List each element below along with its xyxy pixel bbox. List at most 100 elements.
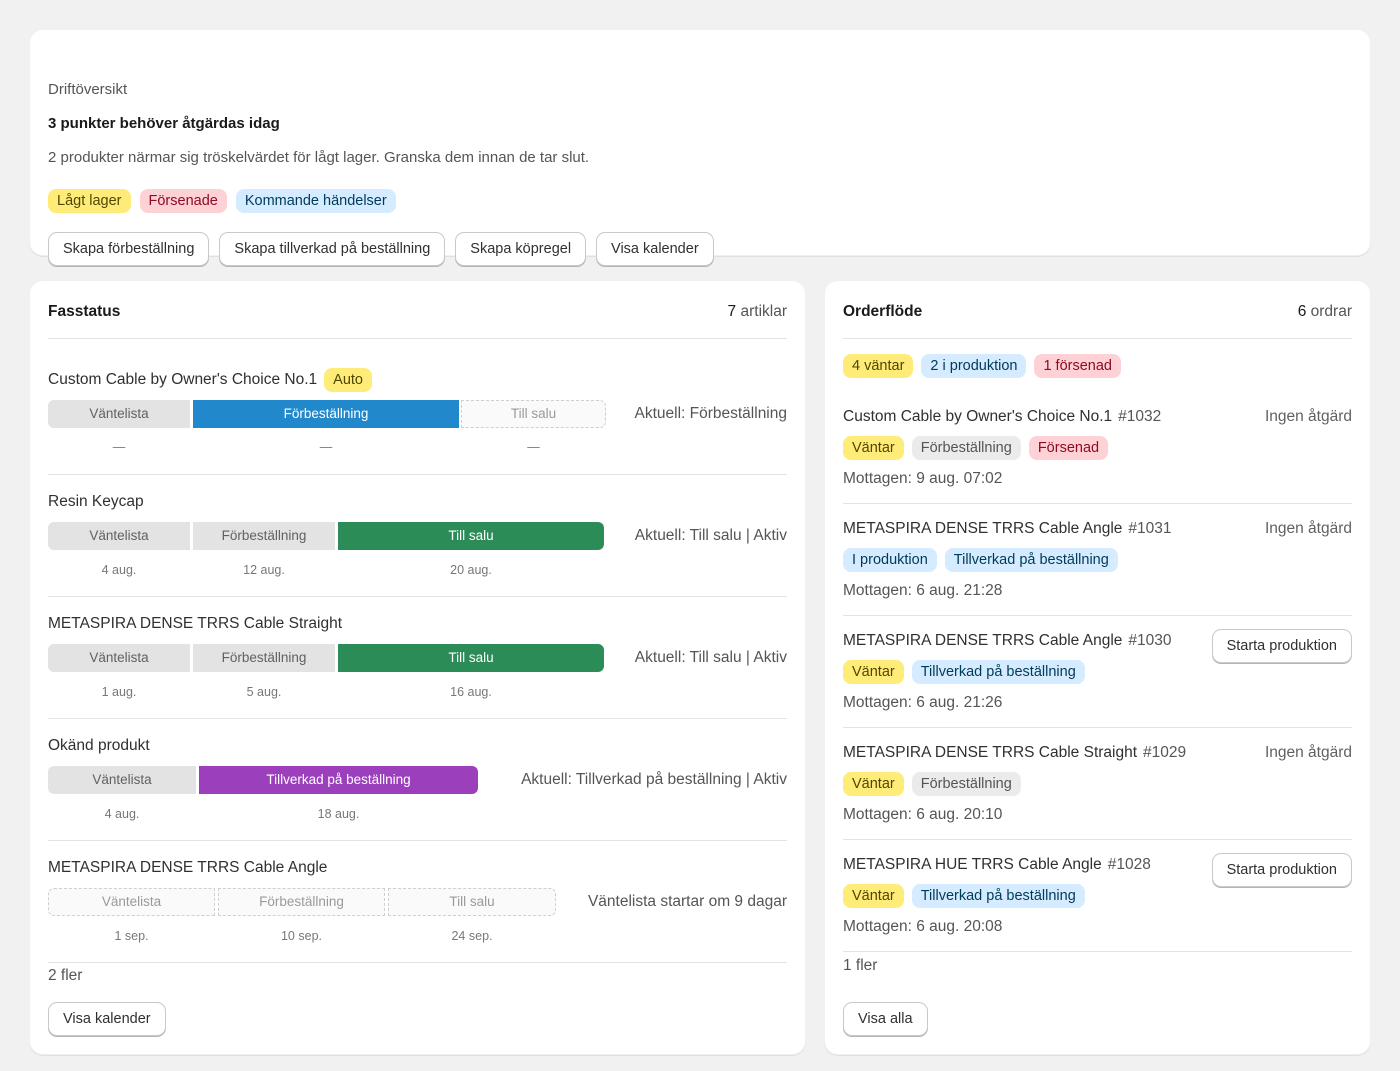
badge-low-stock[interactable]: Lågt lager bbox=[48, 189, 131, 213]
phase-segment-waitlist: Väntelista bbox=[48, 522, 190, 550]
order-product-name: METASPIRA DENSE TRRS Cable Straight bbox=[843, 744, 1138, 761]
phase-segment-made-to-order: Tillverkad på beställning bbox=[199, 766, 478, 794]
status-badge-waiting: Väntar bbox=[843, 884, 904, 908]
divider bbox=[48, 718, 787, 719]
view-calendar-button[interactable]: Visa kalender bbox=[48, 1002, 166, 1036]
phase-segment-preorder: Förbeställning bbox=[193, 644, 335, 672]
current-phase: Aktuell: Till salu | Aktiv bbox=[634, 527, 787, 544]
divider bbox=[843, 839, 1352, 840]
phase-segment-preorder: Förbeställning bbox=[193, 522, 335, 550]
product-name: METASPIRA DENSE TRRS Cable Angle bbox=[48, 859, 328, 876]
phase-segment-for-sale: Till salu bbox=[461, 400, 606, 428]
status-badge-made-to-order: Tillverkad på beställning bbox=[911, 660, 1085, 684]
phase-segment-waitlist: Väntelista bbox=[48, 400, 190, 428]
overview-badges: Lågt lager Försenade Kommande händelser bbox=[48, 189, 396, 213]
auto-badge: Auto bbox=[324, 368, 372, 392]
badge-upcoming-events[interactable]: Kommande händelser bbox=[235, 189, 396, 213]
phase-date: — bbox=[527, 440, 540, 454]
divider bbox=[843, 615, 1352, 616]
order-flow-card: Orderflöde 6 ordrar 4 väntar 2 i produkt… bbox=[824, 280, 1371, 1055]
order-action-text: Ingen åtgärd bbox=[1264, 520, 1352, 537]
phase-segment-for-sale: Till salu bbox=[338, 522, 604, 550]
order-received: Mottagen: 6 aug. 20:10 bbox=[843, 806, 1003, 823]
order-flow-title: Orderflöde bbox=[843, 303, 923, 320]
overview-title: 3 punkter behöver åtgärdas idag bbox=[48, 115, 280, 132]
phase-segment-for-sale: Till salu bbox=[338, 644, 604, 672]
phase-date: 1 sep. bbox=[114, 929, 149, 943]
phase-status-title: Fasstatus bbox=[48, 303, 121, 320]
status-badge-delayed: Försenad bbox=[1028, 436, 1109, 460]
order-product-name: METASPIRA DENSE TRRS Cable Angle bbox=[843, 520, 1123, 537]
phase-date: 1 aug. bbox=[101, 685, 137, 699]
order-received: Mottagen: 9 aug. 07:02 bbox=[843, 470, 1003, 487]
create-preorder-button[interactable]: Skapa förbeställning bbox=[48, 232, 210, 266]
order-badges: Väntar Förbeställning Försenad bbox=[843, 436, 1109, 460]
product-row: Okänd produkt bbox=[48, 737, 150, 755]
product-row: Resin Keycap bbox=[48, 493, 144, 511]
phase-date: 10 sep. bbox=[280, 929, 322, 943]
phase-date: 4 aug. bbox=[101, 563, 137, 577]
waiting-count-badge[interactable]: 4 väntar bbox=[843, 354, 914, 378]
phase-segment-waitlist: Väntelista bbox=[48, 766, 196, 794]
phase-status-card: Fasstatus 7 artiklar Custom Cable by Own… bbox=[29, 280, 806, 1055]
order-number: #1031 bbox=[1128, 520, 1172, 537]
divider bbox=[48, 962, 787, 963]
phase-date: — bbox=[112, 440, 126, 454]
product-name: METASPIRA DENSE TRRS Cable Straight bbox=[48, 615, 343, 632]
phase-date: 4 aug. bbox=[104, 807, 140, 821]
phase-segment-waitlist: Väntelista bbox=[48, 888, 215, 916]
order-row[interactable]: METASPIRA DENSE TRRS Cable Straight #1029 bbox=[843, 744, 1186, 762]
order-badges: Väntar Tillverkad på beställning bbox=[843, 660, 1085, 684]
view-calendar-button[interactable]: Visa kalender bbox=[596, 232, 714, 266]
product-row: METASPIRA DENSE TRRS Cable Angle bbox=[48, 859, 327, 877]
start-production-button[interactable]: Starta produktion bbox=[1211, 853, 1352, 887]
start-production-button[interactable]: Starta produktion bbox=[1211, 629, 1352, 663]
divider bbox=[843, 951, 1352, 952]
more-products: 2 fler bbox=[48, 967, 83, 984]
status-badge-waiting: Väntar bbox=[843, 660, 904, 684]
order-product-name: METASPIRA DENSE TRRS Cable Angle bbox=[843, 632, 1123, 649]
status-badge-preorder: Förbeställning bbox=[911, 436, 1021, 460]
create-made-to-order-button[interactable]: Skapa tillverkad på beställning bbox=[219, 232, 446, 266]
phase-segment-preorder: Förbeställning bbox=[218, 888, 385, 916]
order-product-name: Custom Cable by Owner's Choice No.1 bbox=[843, 408, 1113, 425]
product-name: Okänd produkt bbox=[48, 737, 150, 754]
order-flow-count: 6 ordrar bbox=[1297, 303, 1352, 320]
order-action-text: Ingen åtgärd bbox=[1264, 744, 1352, 761]
phase-date: 16 aug. bbox=[450, 685, 492, 699]
delayed-count-badge[interactable]: 1 försenad bbox=[1034, 354, 1121, 378]
order-badges: I produktion Tillverkad på beställning bbox=[843, 548, 1118, 572]
order-row[interactable]: METASPIRA HUE TRRS Cable Angle #1028 bbox=[843, 856, 1151, 874]
in-production-count-badge[interactable]: 2 i produktion bbox=[921, 354, 1027, 378]
divider bbox=[48, 840, 787, 841]
current-phase: Väntelista startar om 9 dagar bbox=[587, 893, 787, 910]
phase-segment-waitlist: Väntelista bbox=[48, 644, 190, 672]
order-received: Mottagen: 6 aug. 20:08 bbox=[843, 918, 1003, 935]
status-badge-in-production: I produktion bbox=[843, 548, 937, 572]
phase-segment-preorder: Förbeställning bbox=[193, 400, 459, 428]
phase-date: 24 sep. bbox=[451, 929, 493, 943]
order-row[interactable]: METASPIRA DENSE TRRS Cable Angle #1030 bbox=[843, 632, 1172, 650]
create-purchase-rule-button[interactable]: Skapa köpregel bbox=[455, 232, 587, 266]
divider bbox=[48, 596, 787, 597]
current-phase: Aktuell: Tillverkad på beställning | Akt… bbox=[521, 771, 787, 788]
overview-card: Driftöversikt 3 punkter behöver åtgärdas… bbox=[29, 29, 1371, 266]
phase-date: — bbox=[319, 440, 333, 454]
order-received: Mottagen: 6 aug. 21:26 bbox=[843, 694, 1003, 711]
overview-actions: Skapa förbeställning Skapa tillverkad på… bbox=[48, 232, 714, 266]
order-row[interactable]: Custom Cable by Owner's Choice No.1 #1032 bbox=[843, 408, 1161, 426]
order-received: Mottagen: 6 aug. 21:28 bbox=[843, 582, 1003, 599]
view-all-button[interactable]: Visa alla bbox=[843, 1002, 928, 1036]
status-badge-made-to-order: Tillverkad på beställning bbox=[944, 548, 1118, 572]
status-badge-made-to-order: Tillverkad på beställning bbox=[911, 884, 1085, 908]
phase-date: 5 aug. bbox=[246, 685, 282, 699]
phase-date: 20 aug. bbox=[450, 563, 492, 577]
current-phase: Aktuell: Till salu | Aktiv bbox=[634, 649, 787, 666]
order-number: #1032 bbox=[1118, 408, 1162, 425]
phase-segment-for-sale: Till salu bbox=[388, 888, 556, 916]
order-number: #1028 bbox=[1107, 856, 1151, 873]
order-row[interactable]: METASPIRA DENSE TRRS Cable Angle #1031 bbox=[843, 520, 1172, 538]
order-badges: Väntar Tillverkad på beställning bbox=[843, 884, 1085, 908]
current-phase: Aktuell: Förbeställning bbox=[634, 405, 788, 422]
badge-delayed[interactable]: Försenade bbox=[139, 189, 227, 213]
